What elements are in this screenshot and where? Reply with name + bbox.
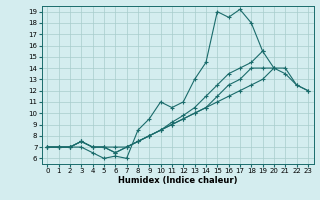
X-axis label: Humidex (Indice chaleur): Humidex (Indice chaleur) bbox=[118, 176, 237, 185]
